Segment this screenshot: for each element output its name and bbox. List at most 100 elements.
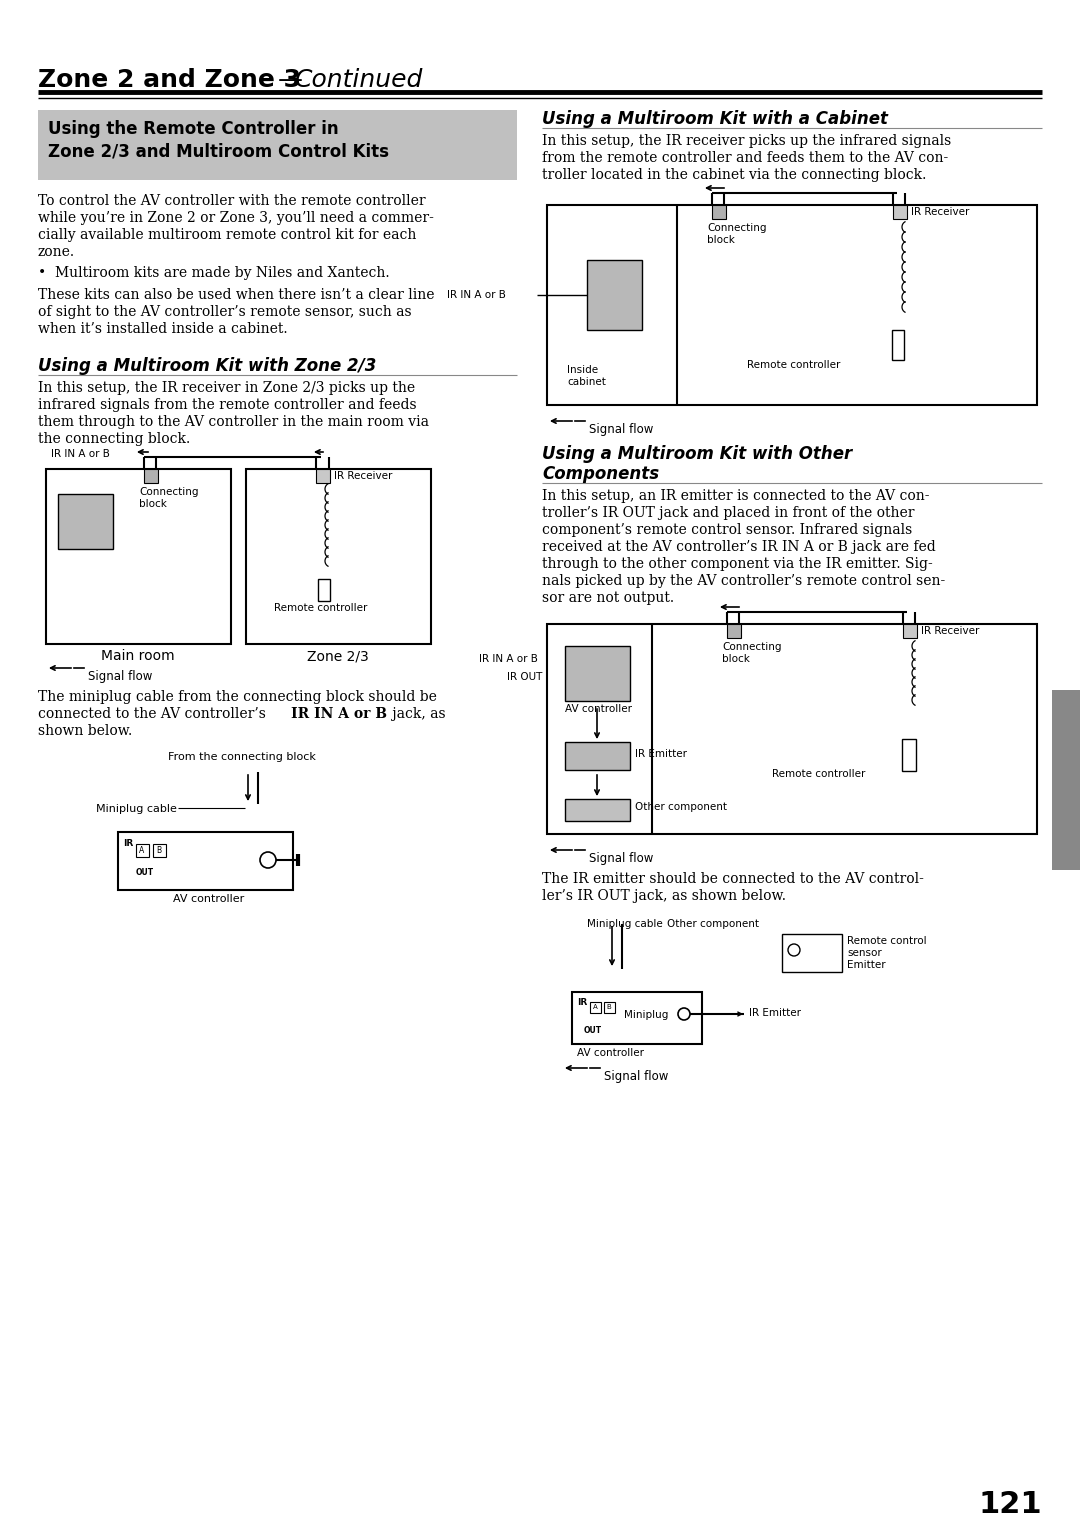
Text: connected to the AV controller’s: connected to the AV controller’s (38, 707, 270, 720)
Bar (565, 742, 630, 771)
Text: cabinet: cabinet (567, 377, 606, 388)
Text: through to the other component via the IR emitter. Sig-: through to the other component via the I… (542, 557, 933, 571)
Text: IR IN A or B: IR IN A or B (447, 290, 505, 301)
Bar (118, 832, 293, 890)
Bar (58, 494, 113, 549)
Text: Signal flow: Signal flow (604, 1070, 669, 1083)
Text: Main room: Main room (102, 649, 175, 662)
Text: AV controller: AV controller (577, 1048, 644, 1058)
Text: Remote controller: Remote controller (747, 360, 840, 369)
Bar (318, 578, 330, 601)
Text: IR Emitter: IR Emitter (635, 749, 687, 758)
Text: B: B (157, 845, 162, 855)
Bar (316, 468, 330, 484)
Text: jack, as: jack, as (388, 707, 446, 720)
Text: the connecting block.: the connecting block. (38, 432, 190, 446)
Text: In this setup, the IR receiver in Zone 2/3 picks up the: In this setup, the IR receiver in Zone 2… (38, 382, 415, 395)
Text: infrared signals from the remote controller and feeds: infrared signals from the remote control… (38, 398, 417, 412)
Text: ler’s IR OUT jack, as shown below.: ler’s IR OUT jack, as shown below. (542, 890, 786, 903)
Bar (1052, 690, 1080, 870)
Text: In this setup, the IR receiver picks up the infrared signals: In this setup, the IR receiver picks up … (542, 134, 951, 148)
Bar (588, 259, 642, 330)
Text: From the connecting block: From the connecting block (168, 752, 315, 761)
Text: Inside: Inside (567, 365, 598, 375)
Text: IR Receiver: IR Receiver (912, 208, 970, 217)
Text: Connecting: Connecting (139, 487, 199, 497)
Text: when it’s installed inside a cabinet.: when it’s installed inside a cabinet. (38, 322, 287, 336)
Bar (902, 739, 916, 771)
Text: Connecting: Connecting (707, 223, 767, 233)
Text: block: block (707, 235, 734, 246)
Bar (604, 1003, 615, 1013)
Text: Using a Multiroom Kit with Zone 2/3: Using a Multiroom Kit with Zone 2/3 (38, 357, 376, 375)
Text: them through to the AV controller in the main room via: them through to the AV controller in the… (38, 415, 429, 429)
Text: Remote controller: Remote controller (274, 603, 367, 613)
Text: IR Receiver: IR Receiver (921, 626, 980, 636)
Text: from the remote controller and feeds them to the AV con-: from the remote controller and feeds the… (542, 151, 948, 165)
Text: OUT: OUT (136, 868, 154, 877)
Text: 121: 121 (978, 1489, 1042, 1518)
Text: These kits can also be used when there isn’t a clear line: These kits can also be used when there i… (38, 288, 434, 302)
Bar (565, 645, 630, 700)
Text: IR: IR (577, 998, 588, 1007)
Text: Connecting: Connecting (723, 642, 782, 652)
Text: Miniplug cable: Miniplug cable (96, 804, 177, 813)
Text: Signal flow: Signal flow (87, 670, 152, 684)
Text: The miniplug cable from the connecting block should be: The miniplug cable from the connecting b… (38, 690, 437, 703)
Text: Zone 2/3 and Multiroom Control Kits: Zone 2/3 and Multiroom Control Kits (48, 142, 389, 160)
Text: block: block (139, 499, 167, 510)
Text: troller located in the cabinet via the connecting block.: troller located in the cabinet via the c… (542, 168, 927, 182)
Bar (136, 844, 149, 858)
Text: Miniplug: Miniplug (624, 1010, 669, 1019)
Text: block: block (723, 655, 750, 664)
Text: received at the AV controller’s IR IN A or B jack are fed: received at the AV controller’s IR IN A … (542, 540, 935, 554)
Text: To control the AV controller with the remote controller: To control the AV controller with the re… (38, 194, 426, 208)
Text: Signal flow: Signal flow (589, 423, 653, 436)
Text: nals picked up by the AV controller’s remote control sen-: nals picked up by the AV controller’s re… (542, 574, 945, 588)
Text: OUT: OUT (584, 1025, 603, 1035)
Text: sensor: sensor (847, 948, 881, 958)
Text: —: — (278, 69, 303, 92)
Bar (565, 800, 630, 821)
Text: Using a Multiroom Kit with a Cabinet: Using a Multiroom Kit with a Cabinet (542, 110, 888, 128)
Text: A: A (593, 1004, 597, 1010)
Text: shown below.: shown below. (38, 723, 132, 739)
Text: Continued: Continued (295, 69, 423, 92)
Text: IR Emitter: IR Emitter (750, 1009, 801, 1018)
Text: Remote control: Remote control (847, 935, 927, 946)
Text: IR IN A or B: IR IN A or B (291, 707, 387, 720)
Text: Emitter: Emitter (847, 960, 886, 971)
Text: zone.: zone. (38, 246, 76, 259)
Text: sor are not output.: sor are not output. (542, 591, 674, 604)
Bar (712, 204, 726, 220)
Bar (903, 624, 917, 638)
Text: IR: IR (123, 839, 133, 848)
Bar (153, 844, 166, 858)
Text: •  Multiroom kits are made by Niles and Xantech.: • Multiroom kits are made by Niles and X… (38, 266, 390, 279)
Bar (892, 330, 904, 360)
Text: IR IN A or B: IR IN A or B (51, 449, 110, 459)
Text: of sight to the AV controller’s remote sensor, such as: of sight to the AV controller’s remote s… (38, 305, 411, 319)
Text: Other component: Other component (635, 803, 727, 812)
Bar (727, 624, 741, 638)
Text: A: A (139, 845, 145, 855)
Text: while you’re in Zone 2 or Zone 3, you’ll need a commer-: while you’re in Zone 2 or Zone 3, you’ll… (38, 211, 434, 224)
Text: Miniplug cable: Miniplug cable (588, 919, 663, 929)
Text: Signal flow: Signal flow (589, 852, 653, 865)
Text: Using the Remote Controller in: Using the Remote Controller in (48, 121, 339, 137)
Text: Zone 2 and Zone 3: Zone 2 and Zone 3 (38, 69, 301, 92)
Text: Components: Components (542, 465, 659, 484)
Text: The IR emitter should be connected to the AV control-: The IR emitter should be connected to th… (542, 871, 923, 887)
Text: In this setup, an IR emitter is connected to the AV con-: In this setup, an IR emitter is connecte… (542, 488, 930, 504)
Text: Other component: Other component (667, 919, 759, 929)
Bar (893, 204, 907, 220)
Bar (546, 204, 1037, 404)
Bar (246, 468, 431, 644)
Bar (38, 110, 517, 180)
Bar (144, 468, 158, 484)
Bar (782, 934, 842, 972)
Bar (46, 468, 231, 644)
Text: AV controller: AV controller (173, 894, 244, 903)
Text: IR OUT: IR OUT (507, 671, 542, 682)
Text: Using a Multiroom Kit with Other: Using a Multiroom Kit with Other (542, 446, 852, 462)
